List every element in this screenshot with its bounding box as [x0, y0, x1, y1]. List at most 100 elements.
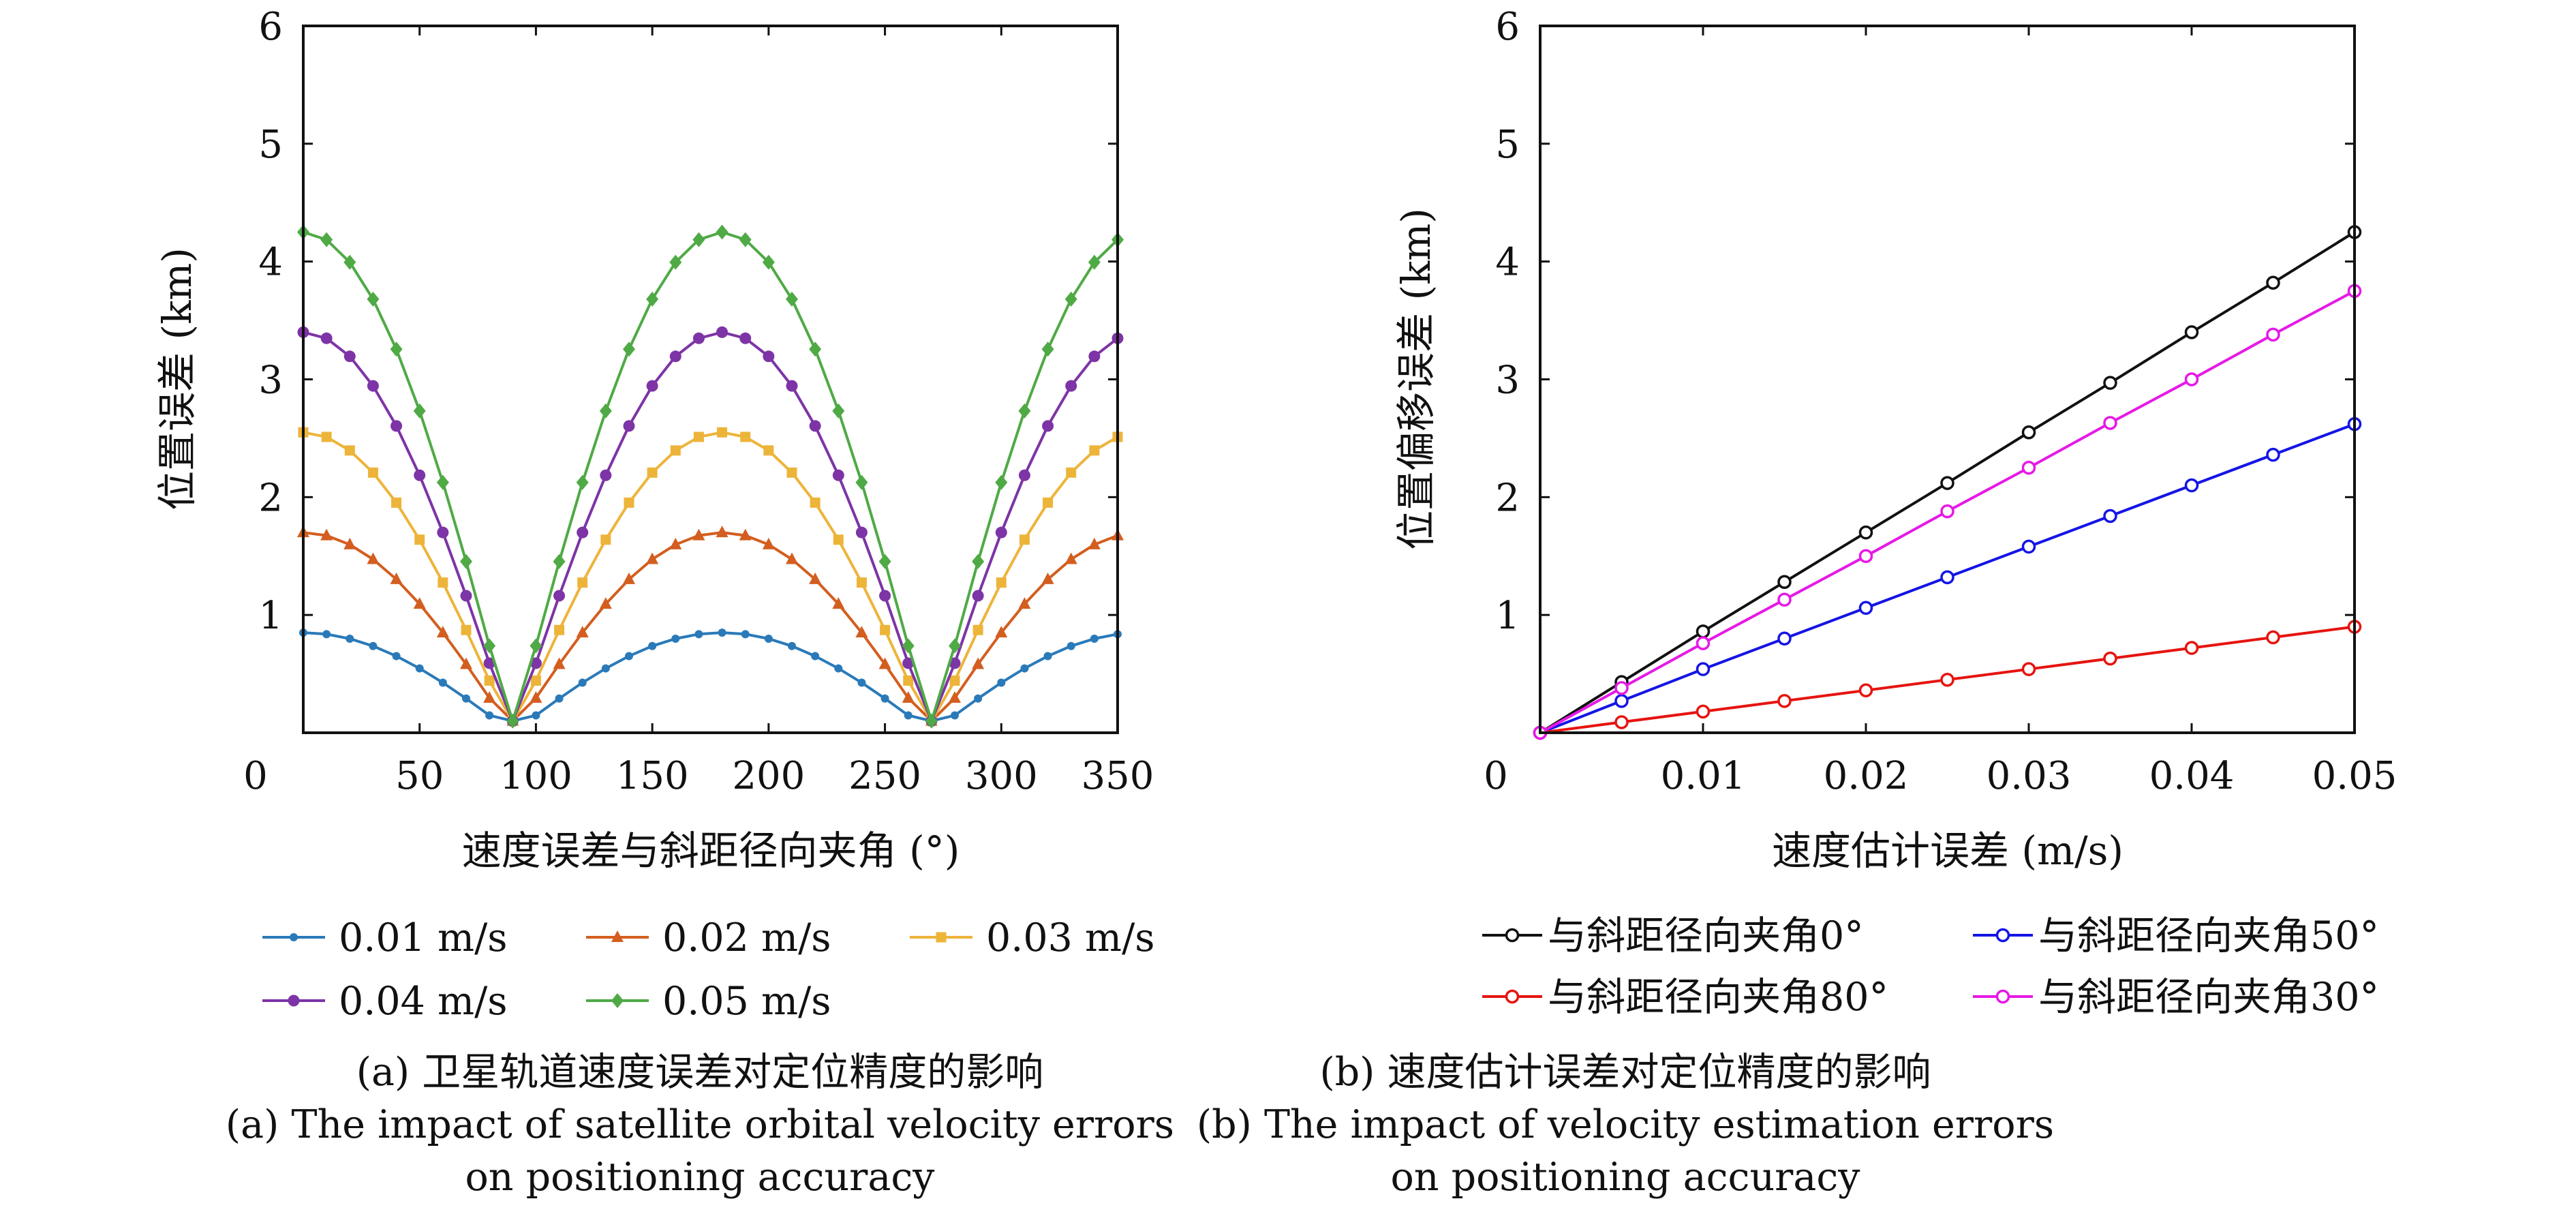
data-point — [949, 638, 961, 654]
data-point — [972, 590, 984, 602]
data-point — [484, 675, 495, 686]
data-point — [554, 624, 565, 635]
x-tick-label: 0.03 — [1987, 754, 2072, 798]
legend-marker — [290, 933, 298, 941]
y-tick-label: 5 — [258, 123, 283, 167]
series-line — [303, 431, 1119, 724]
legend-marker — [288, 995, 300, 1007]
data-point — [343, 254, 356, 270]
data-point — [1064, 552, 1077, 564]
y-tick-label: 3 — [1495, 359, 1520, 403]
legend-label: 与斜距径向夹角50° — [2038, 913, 2379, 958]
data-point — [1777, 631, 1792, 646]
data-point — [2103, 651, 2117, 666]
data-point — [553, 553, 566, 569]
legend-marker — [1505, 989, 1520, 1004]
data-point — [1043, 497, 1054, 508]
data-point — [530, 638, 542, 654]
data-point — [786, 552, 798, 564]
data-point — [997, 678, 1006, 687]
data-point — [576, 626, 589, 638]
data-point — [2266, 275, 2280, 290]
data-point — [555, 694, 564, 703]
data-point — [902, 657, 915, 669]
data-point — [995, 474, 1008, 490]
data-point — [810, 497, 821, 508]
data-point — [1614, 715, 1629, 729]
data-point — [390, 342, 403, 357]
data-point — [857, 678, 866, 687]
legend-label: 0.01 m/s — [339, 915, 508, 960]
data-point — [1064, 291, 1077, 307]
data-point — [1018, 403, 1031, 419]
data-point — [1614, 694, 1629, 708]
legend-marker — [611, 993, 624, 1008]
x-tick-label: 0.02 — [1824, 754, 1909, 798]
data-point — [1940, 504, 1954, 519]
data-point — [367, 380, 379, 392]
data-point — [320, 528, 333, 541]
data-point — [832, 469, 844, 481]
data-point — [809, 342, 822, 357]
data-point — [1019, 534, 1030, 545]
series-line — [303, 531, 1118, 723]
data-point — [530, 657, 542, 669]
data-point — [532, 711, 540, 720]
data-point — [763, 445, 774, 456]
data-point — [2184, 372, 2199, 386]
data-point — [1088, 350, 1101, 363]
data-point — [321, 431, 332, 442]
y-tick-label: 1 — [1495, 594, 1520, 638]
caption-a-english-line-1: (a) The impact of satellite orbital velo… — [225, 1102, 1175, 1147]
x-tick-label: 200 — [732, 754, 805, 798]
data-point — [995, 526, 1007, 538]
y-tick-label: 4 — [1495, 241, 1520, 285]
chart-a-ylabel: 位置误差 (km) — [154, 247, 200, 511]
data-point — [322, 630, 331, 639]
data-point — [670, 445, 681, 456]
data-point — [2021, 662, 2036, 676]
data-point — [2103, 509, 2117, 523]
data-point — [578, 678, 587, 687]
data-point — [972, 553, 985, 569]
data-point — [903, 675, 914, 686]
data-point — [972, 624, 983, 635]
data-point — [949, 691, 961, 703]
series-line — [303, 331, 1119, 725]
data-point — [717, 427, 728, 438]
x-tick-label: 300 — [965, 754, 1038, 798]
data-point — [413, 597, 426, 609]
data-point — [367, 291, 380, 307]
x-tick-label: 0 — [243, 754, 268, 798]
data-point — [832, 403, 845, 419]
data-point — [2021, 539, 2036, 554]
data-point — [739, 528, 752, 541]
data-point — [718, 628, 726, 637]
data-point — [855, 626, 868, 638]
data-point — [624, 497, 634, 508]
data-point — [438, 577, 448, 588]
legend-marker — [1995, 989, 2010, 1004]
chart-a-series-group — [297, 224, 1124, 729]
chart-b-xlabel: 速度估计误差 (m/s) — [1772, 828, 2123, 874]
data-point — [786, 380, 798, 392]
data-point — [1065, 380, 1077, 392]
y-tick-label: 2 — [1495, 476, 1520, 520]
legend-label: 与斜距径向夹角30° — [2038, 975, 2379, 1020]
data-point — [692, 332, 705, 344]
data-point — [763, 350, 775, 363]
data-point — [1042, 420, 1054, 432]
data-point — [367, 552, 380, 564]
chart-a-plot-frame — [302, 25, 1119, 734]
data-point — [646, 380, 658, 392]
data-point — [506, 713, 519, 729]
data-point — [833, 534, 844, 545]
data-point — [902, 638, 915, 654]
chart-a-legend: 0.01 m/s 0.02 m/s 0.03 m/s 0.04 m/s 0.05 m/s — [262, 915, 1155, 1024]
caption-b-english-line-1: (b) The impact of velocity estimation er… — [1196, 1102, 2055, 1147]
data-point — [692, 232, 705, 247]
y-tick-label: 6 — [258, 5, 283, 49]
data-point — [1041, 342, 1054, 357]
data-point — [1696, 662, 1711, 676]
data-point — [344, 445, 355, 456]
